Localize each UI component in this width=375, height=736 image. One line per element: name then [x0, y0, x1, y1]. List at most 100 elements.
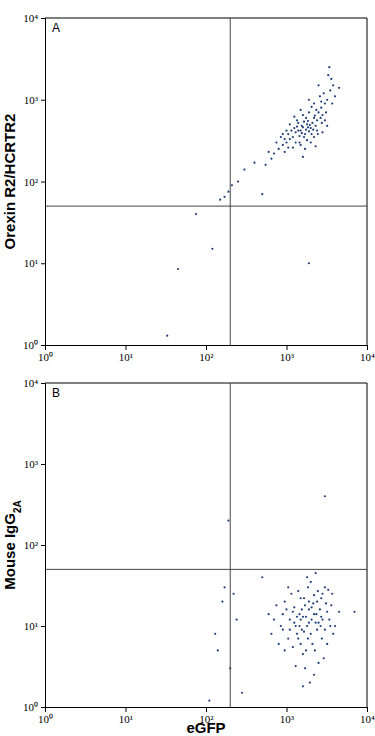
point — [334, 95, 336, 97]
point — [317, 622, 319, 624]
point — [302, 156, 304, 158]
point — [319, 117, 321, 119]
point — [308, 130, 310, 132]
point — [313, 613, 315, 615]
point — [289, 123, 291, 125]
point — [295, 625, 297, 627]
figure: 10⁰10¹10²10³10⁴10⁰10¹10²10³10⁴AOrexin R2… — [0, 0, 375, 736]
y-tick: 10⁴ — [23, 12, 45, 24]
x-tick-mark — [287, 345, 288, 350]
point — [290, 593, 292, 595]
y-tick: 10¹ — [24, 620, 45, 632]
point — [314, 649, 316, 651]
x-tick-mark — [206, 345, 207, 350]
x-tick: 10⁴ — [360, 707, 375, 725]
x-tick: 10³ — [280, 707, 295, 725]
point — [304, 133, 306, 135]
point — [296, 616, 298, 618]
point — [303, 136, 305, 138]
y-tick-mark — [41, 18, 45, 19]
x-tick-label: 10¹ — [119, 713, 133, 725]
y-tick-label: 10⁴ — [23, 377, 38, 389]
point — [278, 643, 280, 645]
point — [284, 649, 286, 651]
point — [284, 151, 286, 153]
y-tick-mark — [41, 263, 45, 264]
point — [319, 625, 321, 627]
point — [316, 629, 318, 631]
point — [304, 148, 306, 150]
point — [219, 199, 221, 201]
y-axis-line — [41, 384, 46, 708]
point — [324, 629, 326, 631]
point — [321, 122, 323, 124]
frame-top — [45, 18, 367, 19]
x-tick: 10¹ — [119, 707, 133, 725]
points — [166, 66, 340, 337]
point — [227, 191, 229, 193]
y-tick-label: 10⁰ — [23, 339, 38, 351]
point — [307, 637, 309, 639]
point — [332, 633, 334, 635]
point — [296, 125, 298, 127]
point — [323, 92, 325, 94]
point — [312, 129, 314, 131]
point — [320, 100, 322, 102]
point — [319, 95, 321, 97]
x-tick-label: 10⁰ — [38, 713, 53, 725]
y-axis: 10⁰10¹10²10³10⁴ — [23, 12, 46, 351]
point — [305, 616, 307, 618]
point — [282, 133, 284, 135]
point — [338, 87, 340, 89]
y-tick: 10⁰ — [23, 701, 45, 713]
point — [310, 133, 312, 135]
x-tick-label: 10³ — [280, 713, 295, 725]
point — [326, 611, 328, 613]
point — [304, 667, 306, 669]
x-axis: 10⁰10¹10²10³10⁴ — [38, 345, 375, 363]
point — [324, 495, 326, 497]
point — [292, 646, 294, 648]
point — [268, 151, 270, 153]
point — [320, 616, 322, 618]
point — [302, 114, 304, 116]
point — [324, 102, 326, 104]
x-tick-label: 10² — [199, 351, 214, 363]
point — [300, 129, 302, 131]
point — [315, 145, 317, 147]
point — [289, 618, 291, 620]
point — [319, 608, 321, 610]
point — [253, 162, 255, 164]
point — [306, 139, 308, 141]
y-tick: 10² — [24, 176, 45, 188]
point — [301, 629, 303, 631]
point — [317, 590, 319, 592]
point — [328, 618, 330, 620]
point — [325, 602, 327, 604]
x-tick: 10¹ — [119, 345, 133, 363]
gates — [45, 383, 367, 707]
point — [302, 616, 304, 618]
point — [303, 597, 305, 599]
point — [307, 120, 309, 122]
point — [307, 586, 309, 588]
point — [320, 107, 322, 109]
point — [300, 618, 302, 620]
point — [331, 593, 333, 595]
y-tick-label: 10¹ — [24, 620, 38, 632]
point — [304, 604, 306, 606]
point — [223, 196, 225, 198]
point — [297, 122, 299, 124]
x-tick-label: 10⁰ — [38, 351, 53, 363]
point — [241, 692, 243, 694]
y-tick-mark — [41, 626, 45, 627]
point — [301, 132, 303, 134]
x-tick-label: 10¹ — [119, 351, 133, 363]
y-axis-line — [41, 19, 46, 346]
y-tick: 10⁴ — [23, 377, 45, 389]
point — [285, 141, 287, 143]
point — [326, 125, 328, 127]
point — [310, 633, 312, 635]
point — [313, 594, 315, 596]
point — [231, 184, 233, 186]
